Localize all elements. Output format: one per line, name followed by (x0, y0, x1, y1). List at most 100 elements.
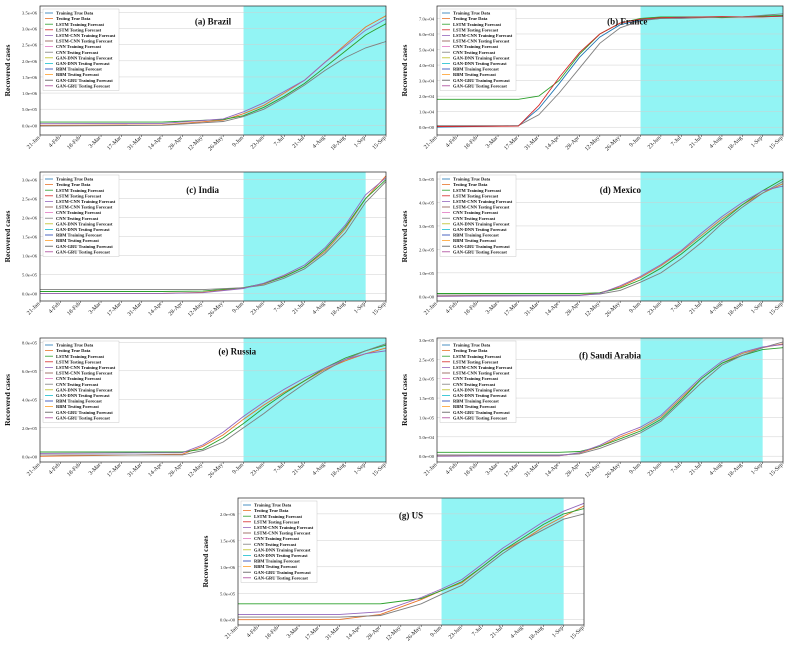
legend-label: GAN-GRU Training Forecast (453, 244, 510, 249)
x-tick-label: 17-Mar (106, 135, 123, 152)
legend-label: CNN Testing Forecast (56, 50, 99, 55)
x-tick-label: 26-May (405, 625, 422, 642)
y-tick-label: 2.0e+04 (419, 94, 435, 99)
legend-label: GAN-DNN Testing Forecast (56, 61, 110, 66)
legend-label: CNN Training Forecast (453, 44, 498, 49)
legend-label: GAN-GRU Training Forecast (254, 570, 311, 575)
legend-label: LSTM Testing Forecast (56, 27, 102, 32)
chart-panel-mexico: 0.0e+00 1.0e+05 2.0e+05 3.0e+05 4.0e+05 5.0e+… (397, 166, 793, 331)
y-tick-label: 3.0e+06 (22, 27, 38, 32)
legend-label: RBM Testing Forecast (56, 404, 99, 409)
x-tick-label: 1-Sep (750, 301, 764, 315)
x-tick-label: 31-Mar (127, 301, 144, 318)
legend-box (240, 500, 318, 583)
testing-region (640, 6, 783, 135)
x-tick-label: 15-Sep (372, 135, 388, 151)
x-tick-label: 14-Apr (345, 625, 361, 641)
chart-panel-france: 0.0e+00 1.0e+04 2.0e+04 3.0e+04 4.0e+04 5.0e+… (397, 0, 793, 165)
x-tick-label: 4-Feb (445, 135, 459, 149)
x-tick-label: 21-Jan (26, 462, 41, 477)
y-tick-label: 2.5e+05 (419, 357, 435, 362)
series-line (40, 181, 387, 291)
chart-svg: 0.0e+00 1.0e+05 2.0e+05 3.0e+05 4.0e+05 5.0e+… (400, 171, 784, 318)
x-tick-label: 21-Jul (292, 462, 307, 477)
legend-label: LSTM Testing Forecast (453, 27, 499, 32)
x-tick-label: 17-Mar (106, 462, 123, 479)
y-tick-label: 3.5e+06 (22, 10, 38, 15)
legend-box (439, 174, 517, 257)
x-tick-label: 18-Feb (463, 301, 479, 317)
chart-title: (g) US (399, 511, 423, 521)
x-tick-label: 4-Feb (445, 462, 459, 476)
y-axis-label: Recovered cases (201, 536, 210, 588)
legend-label: LSTM-CNN Training Forecast (56, 199, 116, 204)
legend-label: RBM Testing Forecast (254, 564, 297, 569)
series-line (238, 502, 585, 615)
y-tick-label: 0.0e+00 (419, 454, 435, 459)
legend-label: CNN Training Forecast (56, 210, 101, 215)
x-tick-label: 3-Mar (286, 625, 301, 640)
legend-label: LSTM Testing Forecast (254, 519, 300, 524)
y-tick-label: 2.0e+06 (22, 216, 38, 221)
plot-frame (436, 171, 784, 302)
chart-svg: 0.0e+00 2.0e+05 4.0e+05 6.0e+05 8.0e+05 21-Ja… (3, 337, 387, 479)
y-tick-label: 5.0e+05 (220, 591, 236, 596)
x-tick-label: 28-Apr (366, 625, 382, 641)
legend-label: Training True Data (56, 177, 94, 182)
y-tick-label: 0.0e+00 (419, 125, 435, 130)
legend-label: GAN-GRU Testing Forecast (254, 575, 308, 580)
legend-box (439, 8, 517, 91)
legend-label: Training True Data (254, 503, 292, 508)
x-tick-label: 4-Aug (312, 462, 327, 477)
legend-label: GAN-GRU Testing Forecast (56, 249, 110, 254)
legend-label: RBM Training Forecast (453, 233, 499, 238)
y-tick-label: 0.0e+00 (220, 618, 236, 623)
legend-label: RBM Training Forecast (453, 399, 499, 404)
x-tick-label: 17-Mar (106, 301, 123, 318)
legend-label: LSTM Testing Forecast (453, 359, 499, 364)
x-tick-label: 31-Mar (127, 135, 144, 152)
x-tick-label: 23-Jun (250, 462, 265, 477)
legend-label: LSTM-CNN Training Forecast (56, 365, 116, 370)
series-line (437, 178, 784, 294)
legend-box (439, 340, 517, 423)
x-tick-label: 4-Aug (312, 135, 327, 150)
legend-label: RBM Training Forecast (254, 559, 300, 564)
x-tick-label: 31-Mar (524, 135, 541, 152)
x-tick-label: 18-Feb (66, 135, 82, 151)
chart-title: (e) Russia (218, 347, 256, 357)
y-tick-label: 8.0e+05 (22, 340, 38, 345)
legend-label: RBM Training Forecast (453, 67, 499, 72)
x-tick-label: 14-Apr (147, 462, 163, 478)
x-tick-label: 15-Sep (769, 462, 785, 478)
series-line (39, 350, 387, 454)
legend-label: RBM Training Forecast (56, 233, 102, 238)
x-tick-label: 9-Jun (430, 625, 443, 638)
x-tick-label: 31-Mar (127, 462, 144, 479)
x-tick-label: 18-Aug (330, 135, 347, 152)
y-tick-label: 1.5e+06 (22, 75, 38, 80)
x-tick-label: 28-Apr (565, 135, 581, 151)
x-tick-label: 26-May (604, 135, 621, 152)
y-axis-label: Recovered cases (400, 45, 409, 97)
legend-label: CNN Training Forecast (453, 376, 498, 381)
legend-label: LSTM Training Forecast (453, 22, 502, 27)
legend-label: LSTM Testing Forecast (56, 193, 102, 198)
legend-label: Training True Data (453, 11, 491, 16)
legend-label: Testing True Data (453, 348, 488, 353)
legend-label: GAN-GRU Testing Forecast (453, 415, 507, 420)
legend-label: RBM Testing Forecast (56, 238, 99, 243)
legend-label: LSTM Training Forecast (453, 188, 502, 193)
series-line (39, 41, 387, 127)
series-line (436, 15, 784, 127)
testing-region (441, 498, 564, 625)
series-line (238, 508, 585, 605)
y-tick-label: 7.0e+04 (419, 16, 435, 21)
legend-label: GAN-GRU Training Forecast (56, 410, 113, 415)
y-tick-label: 1.5e+06 (220, 538, 236, 543)
x-tick-label: 4-Aug (312, 301, 327, 316)
x-tick-label: 3-Mar (485, 135, 500, 150)
legend-label: GAN-DNN Testing Forecast (453, 393, 507, 398)
y-tick-label: 6.0e+04 (419, 32, 435, 37)
x-tick-label: 21-Jan (26, 301, 41, 316)
